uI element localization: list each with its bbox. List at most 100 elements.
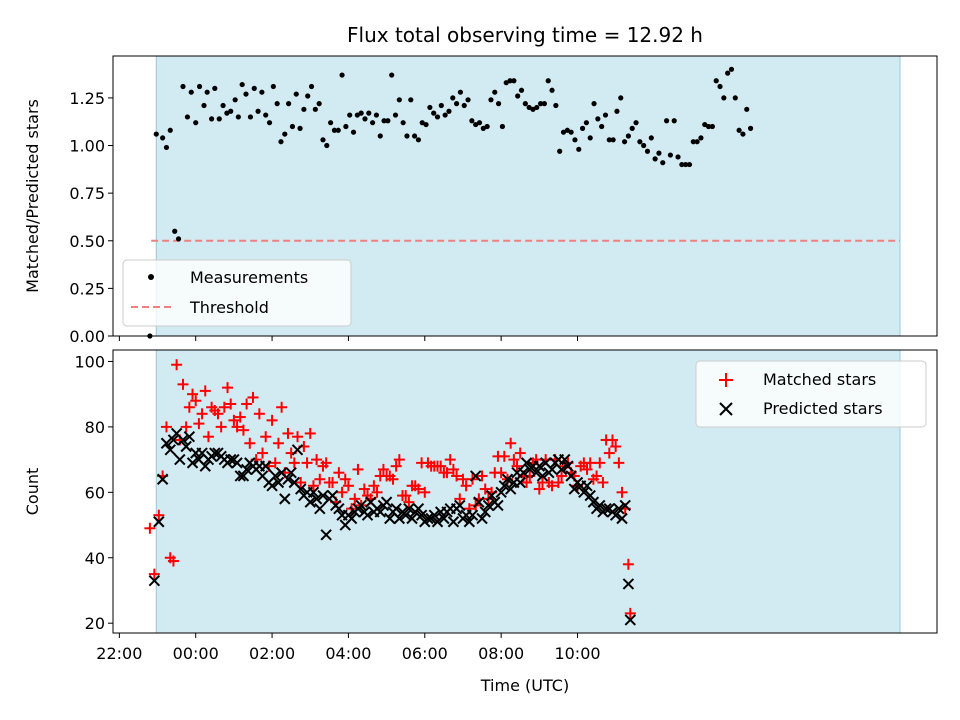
- measurement-point: [721, 95, 727, 101]
- predicted-star-point-b: [199, 460, 211, 472]
- measurement-point: [172, 228, 178, 234]
- predicted-star-point: [533, 460, 546, 472]
- matched-star-point: [272, 437, 284, 449]
- measurement-point: [461, 102, 467, 109]
- predicted-star-point-b: [193, 453, 205, 466]
- measurement-point: [289, 123, 296, 130]
- matched-star-point: [349, 493, 361, 505]
- predicted-star-point-b: [622, 578, 635, 590]
- predicted-star-point-b: [266, 480, 278, 492]
- measurement-point: [660, 160, 666, 166]
- matched-star-point: [460, 480, 472, 492]
- legend-predicted-label: Predicted stars: [763, 399, 883, 418]
- measurement-point: [541, 101, 548, 107]
- predicted-star-point-b: [380, 496, 393, 508]
- predicted-star-point-b: [422, 512, 434, 525]
- predicted-star-point: [578, 486, 590, 499]
- matched-star-point: [412, 483, 424, 495]
- matched-star-point: [606, 434, 618, 446]
- matched-star-point: [546, 480, 558, 492]
- measurement-point: [347, 112, 353, 118]
- top-y-axis-label: Matched/Predicted stars: [23, 99, 42, 293]
- measurement-point: [293, 91, 299, 97]
- measurement-point: [286, 101, 292, 107]
- measurement-point: [278, 139, 284, 145]
- predicted-star-point-b: [225, 453, 237, 466]
- measurement-point: [316, 101, 322, 107]
- measurement-point: [396, 97, 402, 103]
- predicted-star-point-b: [196, 447, 208, 459]
- matched-star-point: [144, 522, 156, 534]
- matched-star-point: [556, 470, 568, 482]
- matched-star-point: [241, 398, 253, 410]
- measurement-point: [648, 135, 654, 141]
- measurement-point: [358, 110, 364, 116]
- predicted-star-point: [240, 463, 253, 476]
- measurement-point: [690, 139, 696, 145]
- predicted-star-point: [562, 460, 574, 472]
- predicted-star-point-b: [412, 502, 425, 515]
- y-tick-label: 80: [85, 418, 105, 437]
- predicted-star-point: [167, 434, 180, 446]
- predicted-star-point: [619, 499, 631, 512]
- predicted-star-point: [320, 529, 332, 541]
- matched-star-point: [393, 454, 405, 466]
- predicted-star-point: [482, 499, 495, 512]
- predicted-star-point-b: [415, 509, 428, 521]
- predicted-star-point-b: [482, 499, 495, 512]
- predicted-star-point-b: [282, 473, 294, 485]
- matched-star-point: [225, 398, 237, 410]
- predicted-star-point: [304, 496, 316, 508]
- matched-star-point: [352, 463, 364, 475]
- matched-star-point: [231, 421, 243, 433]
- measurement-point: [308, 83, 315, 90]
- predicted-star-point-b: [156, 473, 169, 485]
- predicted-star-point-b: [364, 496, 377, 508]
- bottom-y-ticks: 20 40 60 80 100: [74, 352, 113, 633]
- matched-star-point: [622, 558, 634, 570]
- predicted-star-point-b: [559, 453, 571, 466]
- predicted-star-point: [476, 512, 488, 525]
- legend-measurements-label: Measurements: [190, 268, 308, 287]
- predicted-star-point-b: [476, 512, 488, 525]
- predicted-star-point: [314, 502, 326, 515]
- matched-star-point: [202, 431, 214, 443]
- measurement-point: [232, 97, 238, 103]
- matched-star-point: [314, 473, 326, 485]
- predicted-star-point-b: [514, 476, 526, 489]
- predicted-star-point: [463, 516, 476, 528]
- matched-star-point: [260, 431, 272, 443]
- measurement-point: [579, 125, 586, 131]
- top-x-ticks: [118, 336, 578, 341]
- predicted-star-point: [333, 502, 345, 515]
- measurement-point: [484, 123, 490, 130]
- predicted-star-point: [148, 574, 161, 587]
- matched-star-point: [253, 408, 265, 420]
- x-tick-label: 08:00: [478, 644, 524, 663]
- predicted-star-point-b: [294, 483, 307, 495]
- predicted-star-point-b: [530, 466, 542, 479]
- predicted-star-point-b: [624, 614, 637, 626]
- y-tick-label: 0.75: [69, 184, 105, 203]
- measurement-point: [427, 104, 433, 111]
- predicted-star-point-b: [539, 457, 552, 469]
- measurement-point: [282, 131, 288, 137]
- measurement-point: [675, 154, 681, 160]
- measurement-point: [442, 112, 448, 118]
- matched-star-point: [215, 421, 227, 433]
- predicted-star-point: [399, 509, 412, 521]
- measurement-point: [180, 83, 186, 90]
- matched-star-point: [222, 382, 234, 394]
- measurement-point: [709, 123, 715, 130]
- matched-star-point: [597, 477, 609, 489]
- matched-star-point: [183, 401, 195, 413]
- measurement-point: [671, 118, 677, 124]
- measurement-point: [377, 133, 383, 139]
- x-tick-label: 00:00: [173, 644, 219, 663]
- predicted-star-point: [282, 473, 294, 485]
- predicted-star-point-b: [317, 489, 329, 502]
- matched-star-point: [403, 496, 415, 508]
- predicted-star-point-b: [256, 470, 269, 482]
- predicted-star-point: [438, 512, 450, 525]
- predicted-star-point: [272, 476, 285, 489]
